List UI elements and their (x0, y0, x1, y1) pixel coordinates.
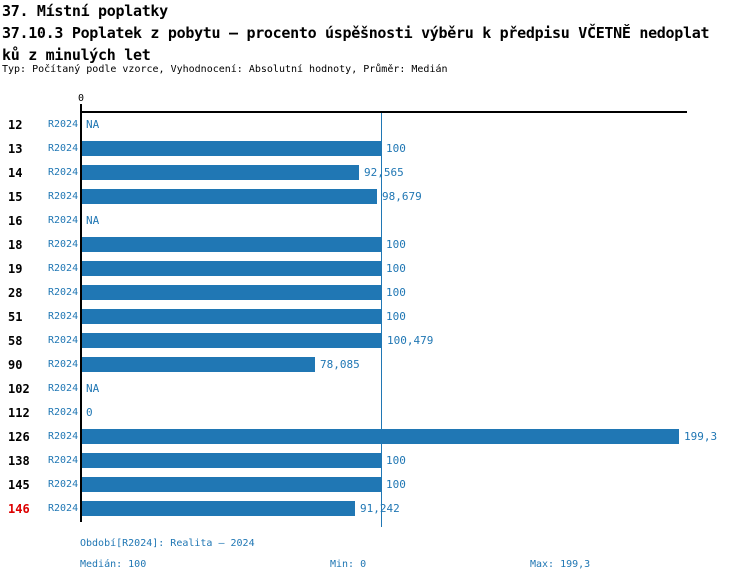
row-value-label: 100,479 (387, 334, 434, 347)
row-id-label: 126 (8, 430, 30, 444)
row-value-label: 100 (386, 454, 406, 467)
row-period-label: R2024 (48, 503, 79, 514)
bar (82, 501, 355, 516)
chart-row: 19 R2024 100 (0, 257, 750, 281)
chart-row: 145 R2024 100 (0, 473, 750, 497)
row-period-label: R2024 (48, 431, 79, 442)
row-id-label: 12 (8, 118, 23, 132)
row-value-label: 100 (386, 238, 406, 251)
row-period-label: R2024 (48, 335, 79, 346)
chart-row: 15 R2024 98,679 (0, 185, 750, 209)
row-id-label: 19 (8, 262, 23, 276)
row-value-label: NA (86, 382, 100, 395)
row-id-label: 138 (8, 454, 30, 468)
row-period-label: R2024 (48, 383, 79, 394)
bar (82, 165, 359, 180)
row-id-label: 15 (8, 190, 23, 204)
row-period-label: R2024 (48, 311, 79, 322)
chart-row: 58 R2024 100,479 (0, 329, 750, 353)
row-period-label: R2024 (48, 215, 79, 226)
footer-min-stat: Min: 0 (330, 559, 367, 570)
chart-rows: 12 R2024 NA 13 R2024 100 14 R2024 92,565 15 R2024 9… (0, 113, 750, 521)
row-period-label: R2024 (48, 143, 79, 154)
bar (82, 357, 315, 372)
row-period-label: R2024 (48, 479, 79, 490)
chart-row: 18 R2024 100 (0, 233, 750, 257)
row-value-label: 100 (386, 142, 406, 155)
chart-meta-line: Typ: Počítaný podle vzorce, Vyhodnocení:… (2, 64, 448, 75)
report-section-title: 37. Místní poplatky (2, 2, 168, 20)
bar (82, 453, 381, 468)
row-value-label: 78,085 (320, 358, 360, 371)
chart-row: 90 R2024 78,085 (0, 353, 750, 377)
bar (82, 189, 377, 204)
x-axis-line (81, 111, 687, 113)
row-period-label: R2024 (48, 287, 79, 298)
row-period-label: R2024 (48, 359, 79, 370)
row-id-label: 14 (8, 166, 23, 180)
chart-row: 13 R2024 100 (0, 137, 750, 161)
bar (82, 141, 381, 156)
row-id-label: 16 (8, 214, 23, 228)
row-value-label: 91,242 (360, 502, 400, 515)
chart-row: 16 R2024 NA (0, 209, 750, 233)
row-value-label: 100 (386, 478, 406, 491)
row-value-label: 98,679 (382, 190, 422, 203)
chart-row: 14 R2024 92,565 (0, 161, 750, 185)
bar (82, 237, 381, 252)
chart-title-line-1: 37.10.3 Poplatek z pobytu – procento úsp… (2, 24, 710, 42)
row-id-label: 112 (8, 406, 30, 420)
row-period-label: R2024 (48, 239, 79, 250)
row-id-label: 90 (8, 358, 23, 372)
row-period-label: R2024 (48, 407, 79, 418)
row-value-label: 100 (386, 310, 406, 323)
chart-row: 112 R2024 0 (0, 401, 750, 425)
row-id-label: 13 (8, 142, 23, 156)
row-period-label: R2024 (48, 455, 79, 466)
row-id-label: 102 (8, 382, 30, 396)
row-id-label: 28 (8, 286, 23, 300)
footer-median-stat: Medián: 100 (80, 559, 147, 570)
bar (82, 261, 381, 276)
row-id-label: 145 (8, 478, 30, 492)
row-value-label: 0 (86, 406, 93, 419)
chart-title-line-2: ků z minulých let (2, 46, 151, 64)
chart-row: 138 R2024 100 (0, 449, 750, 473)
x-axis-zero-tick-label: 0 (77, 93, 85, 104)
row-value-label: NA (86, 118, 100, 131)
chart-row: 28 R2024 100 (0, 281, 750, 305)
row-period-label: R2024 (48, 191, 79, 202)
row-value-label: 100 (386, 262, 406, 275)
bar (82, 333, 382, 348)
row-period-label: R2024 (48, 167, 79, 178)
bar (82, 309, 381, 324)
row-value-label: NA (86, 214, 100, 227)
chart-row: 126 R2024 199,3 (0, 425, 750, 449)
chart-row: 12 R2024 NA (0, 113, 750, 137)
chart-row: 102 R2024 NA (0, 377, 750, 401)
y-axis-line (80, 104, 82, 522)
median-reference-line (381, 113, 382, 527)
footer-period-label: Období[R2024]: Realita – 2024 (80, 538, 255, 549)
footer-max-stat: Max: 199,3 (530, 559, 591, 570)
row-id-label: 51 (8, 310, 23, 324)
row-id-label: 58 (8, 334, 23, 348)
chart-row: 51 R2024 100 (0, 305, 750, 329)
row-id-label: 18 (8, 238, 23, 252)
row-id-label: 146 (8, 502, 30, 516)
bar (82, 285, 381, 300)
row-period-label: R2024 (48, 263, 79, 274)
bar (82, 477, 381, 492)
bar (82, 429, 679, 444)
row-value-label: 199,3 (684, 430, 718, 443)
row-value-label: 92,565 (364, 166, 404, 179)
row-value-label: 100 (386, 286, 406, 299)
row-period-label: R2024 (48, 119, 79, 130)
chart-row: 146 R2024 91,242 (0, 497, 750, 521)
